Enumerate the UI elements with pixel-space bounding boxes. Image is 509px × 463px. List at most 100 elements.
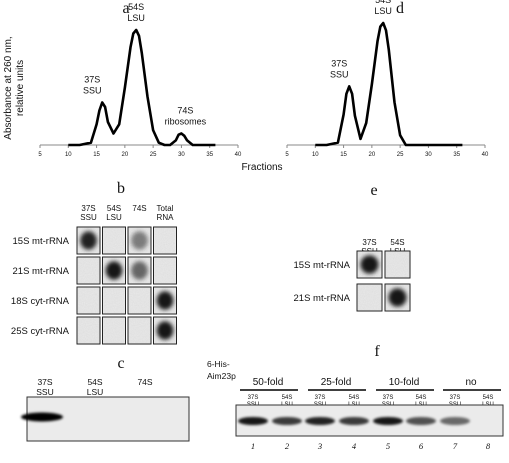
protein-label-line1: 6-His- — [207, 359, 230, 369]
row-label: 18S cyt-rRNA — [11, 296, 70, 307]
lane-number: 2 — [285, 441, 290, 451]
group-label: no — [465, 377, 477, 388]
blot-cell — [153, 256, 177, 285]
lane-label-line1: 74S — [137, 377, 152, 387]
x-tick-label: 10 — [312, 152, 319, 158]
blot-cell — [384, 250, 411, 279]
group-label: 50-fold — [253, 377, 284, 388]
row-label: 25S cyt-rRNA — [11, 326, 70, 337]
peak-label-line2: SSU — [330, 69, 349, 79]
protein-band — [339, 417, 369, 425]
group-label: 25-fold — [321, 377, 352, 388]
lane-label-line2: LSU — [87, 387, 104, 397]
panel-letter-b: b — [117, 180, 125, 197]
peak-label-line2: LSU — [127, 13, 145, 23]
blot-cell-texture — [154, 258, 176, 283]
blot-cell — [76, 316, 101, 345]
western-blot-f: 6-His-Aim23p50-fold25-fold10-foldno37SSS… — [207, 359, 504, 451]
rna-signal — [156, 321, 174, 340]
blot-cell — [384, 283, 411, 312]
rna-signal — [360, 255, 379, 274]
blot-cell — [127, 226, 152, 255]
column-header-line1: 37S — [81, 204, 95, 213]
x-tick-label: 35 — [206, 152, 213, 158]
lane-number: 6 — [419, 441, 424, 451]
blot-cell-texture — [386, 252, 409, 277]
lane-label-line1: 37S — [37, 377, 52, 387]
row-label: 15S mt-rRNA — [13, 236, 70, 247]
lane-number: 1 — [251, 441, 255, 451]
blot-cell-texture — [103, 228, 125, 253]
column-header-line1: 74S — [132, 204, 146, 213]
protein-band — [373, 417, 403, 425]
lane-number: 5 — [386, 441, 390, 451]
rna-signal — [156, 291, 174, 310]
column-header-line1: 54S — [107, 204, 121, 213]
column-header-line2: LSU — [106, 213, 122, 222]
blot-cell-texture — [78, 288, 99, 313]
x-tick-label: 15 — [340, 152, 347, 158]
x-tick-label: 40 — [235, 152, 242, 158]
peak-label-line1: 74S — [177, 106, 193, 116]
row-label: 21S mt-rRNA — [13, 266, 70, 277]
blot-cell — [153, 226, 177, 255]
protein-band — [272, 417, 302, 425]
x-tick-label: 25 — [150, 152, 157, 158]
column-header-line1: 37S — [362, 238, 376, 247]
peak-label-line1: 37S — [331, 58, 347, 68]
blot-cell — [102, 316, 126, 345]
lane-label-line1: 37S — [248, 395, 259, 401]
lane-number: 7 — [453, 441, 458, 451]
x-tick-label: 30 — [178, 152, 185, 158]
rna-signal — [105, 261, 123, 280]
peak-label-line1: 54S — [375, 0, 391, 5]
row-label: 21S mt-rRNA — [294, 293, 351, 304]
x-tick-label: 25 — [397, 152, 404, 158]
blot-cell-texture — [129, 288, 150, 313]
peak-label-line1: 54S — [128, 2, 144, 12]
protein-band — [238, 417, 268, 425]
x-tick-label: 40 — [482, 152, 489, 158]
blot-cell — [356, 283, 383, 312]
blot-cell-texture — [78, 318, 99, 343]
blot-cell — [153, 286, 177, 315]
lane-label-line1: 54S — [282, 395, 293, 401]
panel-letter-c: c — [117, 355, 124, 372]
y-axis-label-line1: Absorbance at 260 nm, — [3, 36, 14, 139]
lane-number: 3 — [317, 441, 322, 451]
protein-band — [21, 412, 63, 422]
protein-band — [305, 417, 335, 425]
blot-cell — [76, 256, 101, 285]
panel-letter-e: e — [370, 182, 377, 199]
lane-label-line1: 54S — [87, 377, 102, 387]
y-axis-label: Absorbance at 260 nm, relative units — [3, 36, 26, 139]
absorbance-profile-line — [315, 21, 463, 147]
x-axis-label: Fractions — [241, 162, 282, 173]
x-ticks: 5 10 15 20 25 30 35 40 — [285, 145, 489, 158]
blot-cell — [127, 256, 152, 285]
protein-band — [440, 417, 470, 425]
x-tick-label: 15 — [93, 152, 100, 158]
lane-number: 8 — [486, 441, 491, 451]
y-axis-label-line2: relative units — [15, 60, 26, 116]
blot-cell — [102, 286, 126, 315]
lane-number: 4 — [352, 441, 357, 451]
column-header-line1: 54S — [390, 238, 404, 247]
x-tick-label: 5 — [285, 152, 289, 158]
x-tick-label: 20 — [122, 152, 129, 158]
row-label: 15S mt-rRNA — [294, 260, 351, 271]
lane-label-line1: 54S — [483, 395, 494, 401]
rna-signal — [131, 231, 148, 250]
lane-label-line1: 37S — [315, 395, 326, 401]
panel-letter-a: a — [122, 0, 129, 17]
rna-signal — [80, 231, 97, 250]
